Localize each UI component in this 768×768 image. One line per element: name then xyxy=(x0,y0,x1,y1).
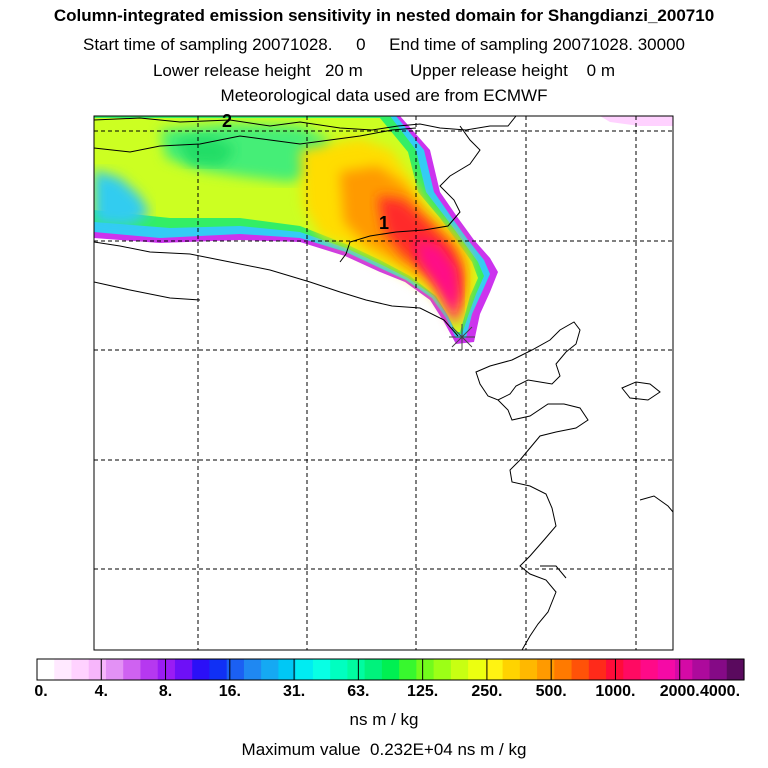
colorbar-swatch xyxy=(209,659,228,680)
coastlines xyxy=(94,116,673,650)
colorbar-swatch xyxy=(675,659,693,680)
colorbar-swatch xyxy=(330,659,348,680)
colorbar-swatch xyxy=(88,659,107,680)
sampling-time-info: Start time of sampling 20071028. 0 End t… xyxy=(83,35,685,54)
colorbar-unit: ns m / kg xyxy=(349,710,419,729)
colorbar-swatch xyxy=(485,659,504,680)
colorbar-swatch xyxy=(657,659,676,680)
colorbar-swatch xyxy=(588,659,607,680)
colorbar-tick-label: 1000. xyxy=(595,683,636,700)
colorbar-tick-label: 250. xyxy=(471,683,503,700)
colorbar-swatch xyxy=(295,659,314,680)
colorbar-swatch xyxy=(192,659,211,680)
colorbar-swatch xyxy=(502,659,521,680)
colorbar-swatch xyxy=(692,659,711,680)
colorbar-swatch xyxy=(709,659,728,680)
colorbar-tick-label: 125. xyxy=(407,683,439,700)
contour-north-green-2 xyxy=(176,136,236,166)
colorbar-swatch xyxy=(554,659,573,680)
colorbar-tick-label: 2000. xyxy=(659,683,700,700)
colorbar-swatch xyxy=(157,659,176,680)
colorbar-swatch xyxy=(468,659,486,680)
colorbar-swatch xyxy=(381,659,400,680)
colorbar-swatch xyxy=(105,659,124,680)
colorbar-swatch xyxy=(243,659,262,680)
release-height-info: Lower release height 20 m Upper release … xyxy=(152,61,616,80)
maximum-value: Maximum value 0.232E+04 ns m / kg xyxy=(241,740,527,759)
colorbar-swatch xyxy=(433,659,452,680)
colorbar-tick-label: 8. xyxy=(158,683,173,700)
colorbar-swatch xyxy=(364,659,383,680)
colorbar-swatch xyxy=(623,659,642,680)
map-label-2: 2 xyxy=(222,111,232,131)
contour-west-cyan xyxy=(94,170,150,226)
colorbar-tick-label: 31. xyxy=(282,683,306,700)
colorbar-swatch xyxy=(571,659,590,680)
contour-magenta xyxy=(414,238,460,326)
colorbar-swatch xyxy=(450,659,469,680)
colorbar-frame xyxy=(36,658,745,681)
meteorological-data-info: Meteorological data used are from ECMWF xyxy=(220,86,548,105)
colorbar-swatch xyxy=(640,659,659,680)
sensitivity-field xyxy=(94,116,673,344)
colorbar-tick-label: 0. xyxy=(34,683,48,700)
colorbar-swatch xyxy=(71,659,90,680)
colorbar-swatch xyxy=(278,659,297,680)
colorbar-swatch xyxy=(416,659,435,680)
colorbar-swatch xyxy=(726,659,745,680)
colorbar-major-ticks xyxy=(100,659,681,680)
colorbar-swatch xyxy=(54,659,73,680)
colorbar-swatch xyxy=(123,659,142,680)
colorbar-tick-label: 16. xyxy=(218,683,241,700)
map-title: Column-integrated emission sensitivity i… xyxy=(53,6,715,25)
colorbar-swatch xyxy=(174,659,193,680)
colorbar-swatch xyxy=(140,659,159,680)
colorbar-tick-label: 500. xyxy=(535,683,567,700)
receptor-star-marker xyxy=(449,324,475,350)
colorbar-swatch xyxy=(312,659,331,680)
colorbar-swatch xyxy=(226,659,245,680)
colorbar-swatch xyxy=(399,659,417,680)
contour-ne-pink xyxy=(600,116,673,126)
colorbar-tick-label: 4000. xyxy=(699,683,741,700)
map-label-1: 1 xyxy=(379,213,389,233)
colorbar-swatch xyxy=(537,659,555,680)
colorbar-tick-label: 63. xyxy=(347,683,370,700)
colorbar-swatch xyxy=(519,659,538,680)
grid-lines xyxy=(94,116,673,650)
colorbar-swatch xyxy=(37,659,55,680)
colorbar-swatch xyxy=(261,659,280,680)
colorbar-swatch xyxy=(347,659,366,680)
colorbar xyxy=(37,659,745,680)
colorbar-tick-label: 4. xyxy=(94,683,108,700)
map-frame xyxy=(93,115,674,651)
